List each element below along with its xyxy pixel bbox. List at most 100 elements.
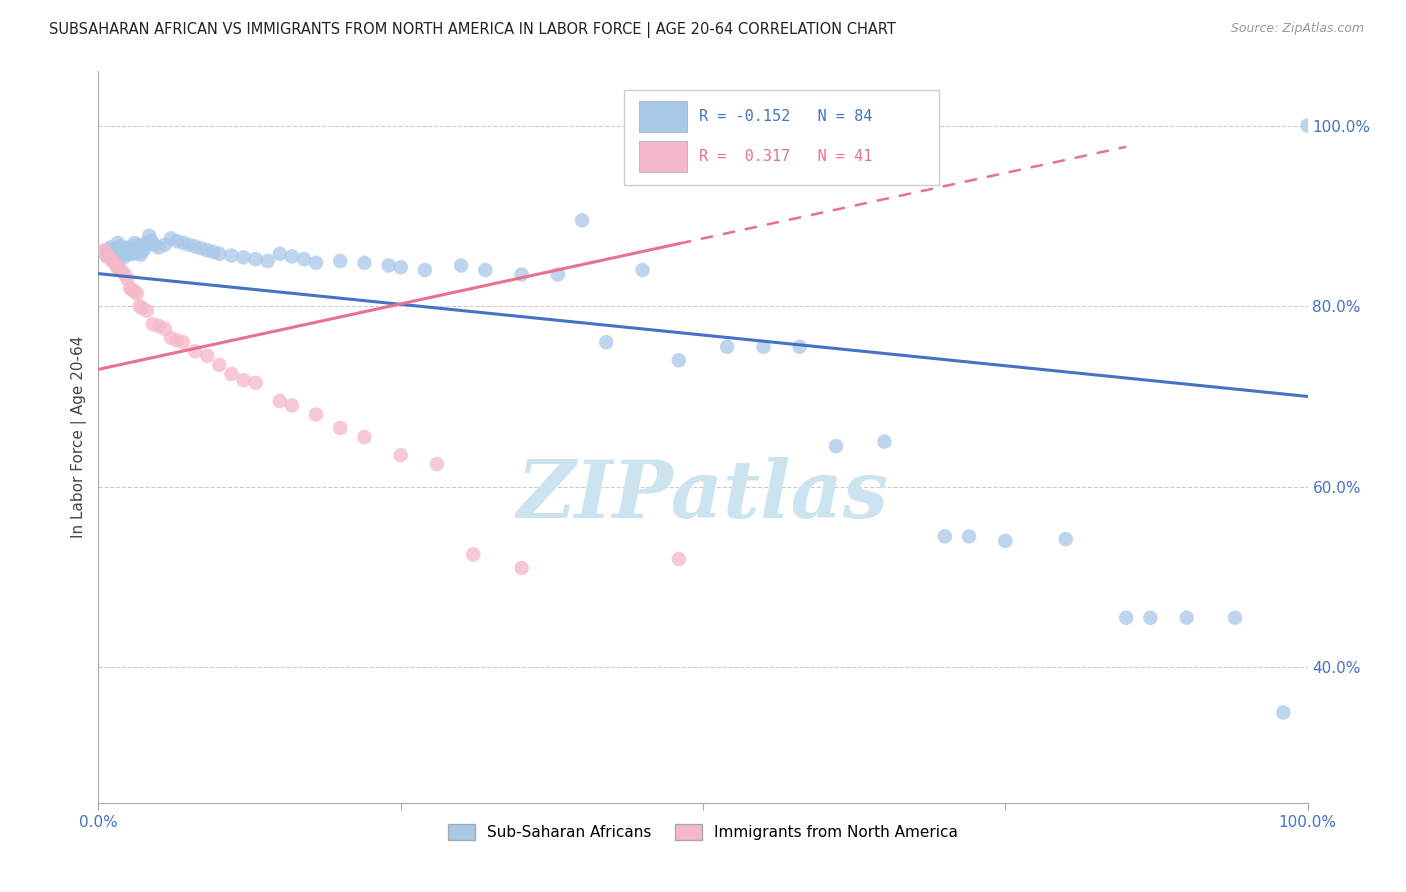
Point bbox=[510, 561, 533, 575]
Point bbox=[107, 235, 129, 250]
Point bbox=[377, 259, 399, 273]
Point bbox=[413, 263, 436, 277]
Point bbox=[1139, 610, 1161, 624]
Text: SUBSAHARAN AFRICAN VS IMMIGRANTS FROM NORTH AMERICA IN LABOR FORCE | AGE 20-64 C: SUBSAHARAN AFRICAN VS IMMIGRANTS FROM NO… bbox=[49, 22, 896, 38]
Point bbox=[107, 261, 129, 276]
Point bbox=[789, 340, 811, 354]
Point bbox=[108, 263, 131, 277]
Point bbox=[160, 331, 183, 345]
Point bbox=[148, 318, 170, 333]
Point bbox=[127, 286, 149, 301]
Point bbox=[269, 394, 291, 409]
Point bbox=[153, 237, 176, 252]
Point bbox=[101, 246, 124, 260]
Point bbox=[450, 259, 472, 273]
Point bbox=[190, 241, 212, 255]
Point bbox=[142, 317, 165, 331]
Point bbox=[100, 240, 122, 254]
Point bbox=[105, 256, 128, 270]
Point bbox=[329, 254, 352, 268]
Point bbox=[221, 249, 243, 263]
Point bbox=[571, 213, 593, 227]
Legend: Sub-Saharan Africans, Immigrants from North America: Sub-Saharan Africans, Immigrants from No… bbox=[441, 818, 965, 847]
Point bbox=[141, 234, 163, 248]
Point bbox=[101, 254, 124, 268]
Text: R =  0.317   N = 41: R = 0.317 N = 41 bbox=[699, 149, 873, 164]
Point bbox=[1223, 610, 1246, 624]
Point bbox=[1272, 706, 1295, 720]
Point bbox=[1296, 119, 1319, 133]
Point bbox=[120, 243, 142, 257]
Point bbox=[245, 376, 267, 390]
Point bbox=[232, 251, 254, 265]
Point bbox=[121, 244, 143, 259]
Point bbox=[716, 340, 738, 354]
Point bbox=[329, 421, 352, 435]
Point bbox=[172, 235, 194, 250]
Point bbox=[1054, 532, 1077, 546]
Point bbox=[128, 299, 150, 313]
Point bbox=[269, 246, 291, 260]
Point bbox=[127, 241, 149, 255]
Point bbox=[111, 248, 134, 262]
Point bbox=[115, 243, 138, 257]
Point bbox=[1115, 610, 1137, 624]
Point bbox=[934, 529, 956, 543]
Point bbox=[129, 248, 152, 262]
Point bbox=[389, 260, 412, 275]
Bar bbox=[638, 141, 688, 171]
Point bbox=[305, 408, 328, 422]
Point bbox=[112, 251, 135, 265]
FancyBboxPatch shape bbox=[624, 90, 939, 185]
Point bbox=[160, 231, 183, 245]
Point bbox=[135, 235, 157, 250]
Point bbox=[103, 256, 125, 270]
Y-axis label: In Labor Force | Age 20-64: In Labor Force | Age 20-64 bbox=[72, 336, 87, 538]
Point bbox=[93, 243, 115, 257]
Point bbox=[105, 259, 128, 273]
Point bbox=[103, 250, 125, 264]
Point bbox=[143, 237, 166, 252]
Point bbox=[118, 240, 141, 254]
Point bbox=[184, 239, 207, 253]
Point bbox=[121, 283, 143, 297]
Point bbox=[125, 238, 148, 252]
Point bbox=[131, 237, 153, 252]
Point bbox=[118, 281, 141, 295]
Point bbox=[124, 285, 146, 299]
Point bbox=[104, 252, 127, 267]
Point bbox=[114, 268, 136, 282]
Point bbox=[111, 265, 134, 279]
Point bbox=[631, 263, 654, 277]
Point bbox=[994, 533, 1017, 548]
Point bbox=[353, 430, 375, 444]
Point bbox=[245, 252, 267, 267]
Point bbox=[595, 335, 617, 350]
Point bbox=[668, 353, 690, 368]
Point bbox=[825, 439, 848, 453]
Point bbox=[957, 529, 980, 543]
Point bbox=[124, 235, 146, 250]
Point bbox=[166, 234, 188, 248]
Point bbox=[221, 367, 243, 381]
Point bbox=[114, 240, 136, 254]
Point bbox=[202, 244, 225, 259]
Point bbox=[305, 256, 328, 270]
Point bbox=[208, 246, 231, 260]
Point bbox=[166, 334, 188, 348]
Point bbox=[292, 252, 315, 267]
Point bbox=[93, 244, 115, 259]
Point bbox=[195, 349, 218, 363]
Point bbox=[134, 242, 156, 256]
Point bbox=[389, 448, 412, 462]
Point bbox=[97, 250, 120, 264]
Point bbox=[94, 246, 117, 260]
Point bbox=[122, 246, 145, 260]
Point bbox=[1175, 610, 1198, 624]
Point bbox=[153, 322, 176, 336]
Point bbox=[131, 301, 153, 315]
Point bbox=[96, 250, 118, 264]
Point bbox=[179, 237, 201, 252]
Point bbox=[118, 248, 141, 262]
Point bbox=[117, 272, 139, 286]
